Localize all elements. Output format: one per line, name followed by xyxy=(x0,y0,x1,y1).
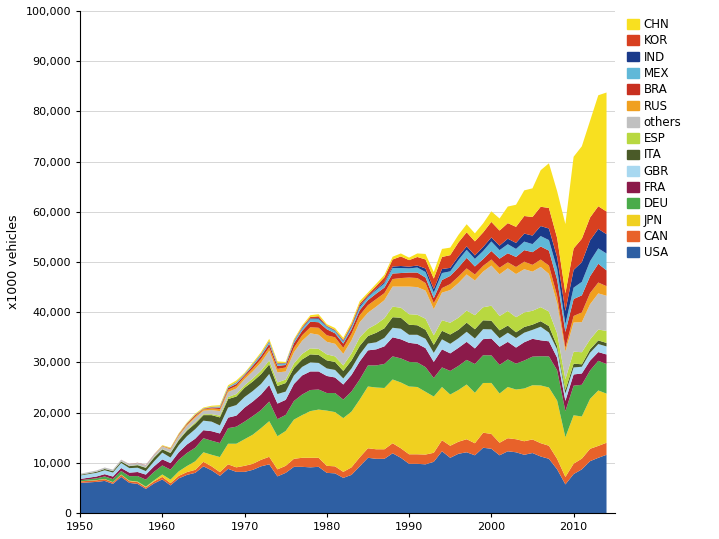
Legend: CHN, KOR, IND, MEX, BRA, RUS, others, ESP, ITA, GBR, FRA, DEU, JPN, CAN, USA: CHN, KOR, IND, MEX, BRA, RUS, others, ES… xyxy=(626,17,682,260)
Y-axis label: x1000 vehicles: x1000 vehicles xyxy=(7,215,20,309)
